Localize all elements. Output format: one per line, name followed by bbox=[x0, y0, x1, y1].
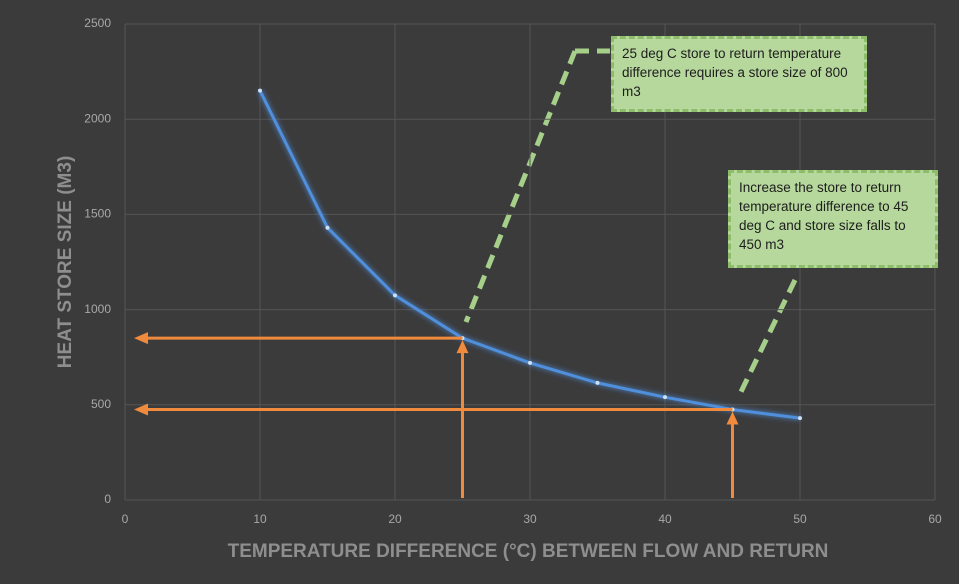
arrow-head bbox=[726, 411, 739, 425]
data-point bbox=[325, 225, 330, 230]
y-tick-label: 2500 bbox=[84, 16, 111, 30]
data-point bbox=[798, 416, 802, 421]
x-tick-label: 20 bbox=[388, 512, 402, 526]
x-tick-label: 50 bbox=[793, 512, 807, 526]
x-tick-label: 60 bbox=[928, 512, 942, 526]
x-axis-title: TEMPERATURE DIFFERENCE (°C) BETWEEN FLOW… bbox=[228, 541, 829, 562]
data-point bbox=[595, 380, 600, 385]
arrow-head bbox=[456, 340, 469, 354]
y-tick-label: 0 bbox=[104, 492, 111, 506]
leader-line bbox=[735, 278, 798, 400]
callout: Increase the store to return temperature… bbox=[728, 170, 938, 268]
leader-line bbox=[463, 50, 578, 323]
data-point bbox=[528, 360, 532, 365]
x-tick-label: 10 bbox=[253, 512, 267, 526]
y-tick-label: 2000 bbox=[84, 111, 111, 125]
y-tick-label: 1500 bbox=[84, 207, 111, 221]
x-tick-label: 0 bbox=[122, 512, 129, 526]
y-axis-title: HEAT STORE SIZE (M3) bbox=[55, 156, 76, 369]
x-tick-label: 40 bbox=[658, 512, 672, 526]
data-point bbox=[663, 395, 667, 400]
data-point bbox=[258, 88, 262, 93]
arrow-head bbox=[134, 332, 148, 345]
arrow-head bbox=[134, 403, 148, 416]
y-tick-label: 1000 bbox=[84, 302, 111, 316]
callout: 25 deg C store to return temperature dif… bbox=[611, 36, 867, 112]
y-tick-label: 500 bbox=[91, 397, 111, 411]
x-tick-label: 30 bbox=[523, 512, 537, 526]
data-point bbox=[393, 293, 397, 298]
